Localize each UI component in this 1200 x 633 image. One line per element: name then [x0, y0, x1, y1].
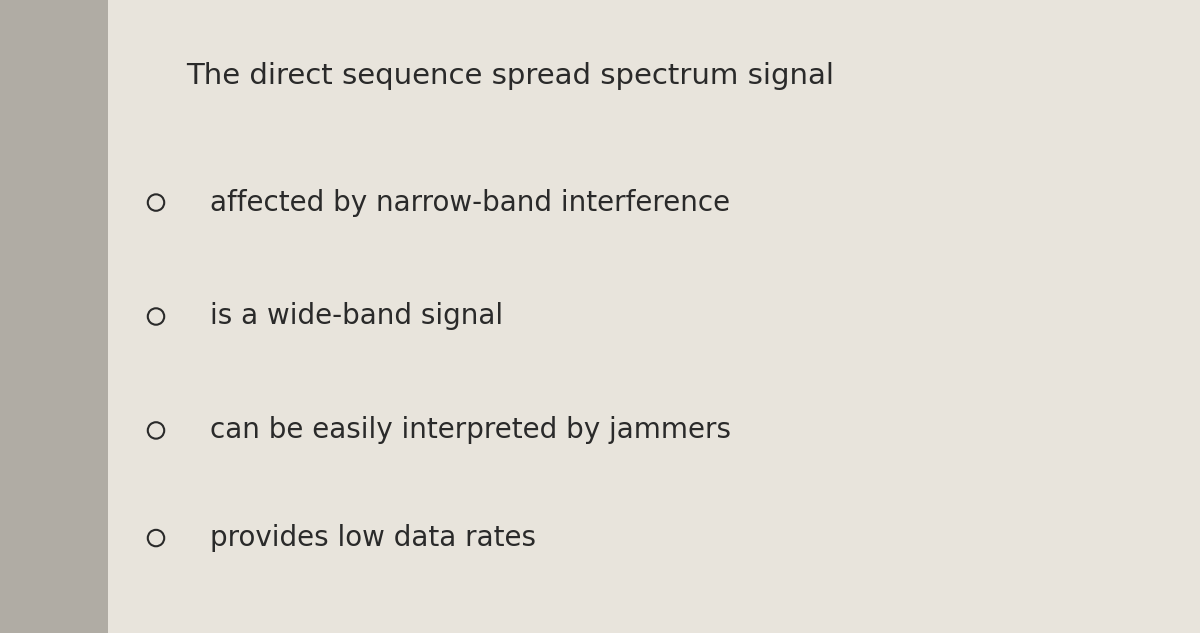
Text: is a wide-band signal: is a wide-band signal: [210, 303, 503, 330]
Point: [146, 533, 166, 543]
Text: can be easily interpreted by jammers: can be easily interpreted by jammers: [210, 417, 731, 444]
Point: [146, 197, 166, 208]
Point: [146, 425, 166, 436]
Text: affected by narrow-band interference: affected by narrow-band interference: [210, 189, 730, 216]
Text: provides low data rates: provides low data rates: [210, 524, 536, 552]
FancyBboxPatch shape: [0, 0, 108, 633]
Text: The direct sequence spread spectrum signal: The direct sequence spread spectrum sign…: [186, 62, 834, 90]
Point: [146, 311, 166, 322]
